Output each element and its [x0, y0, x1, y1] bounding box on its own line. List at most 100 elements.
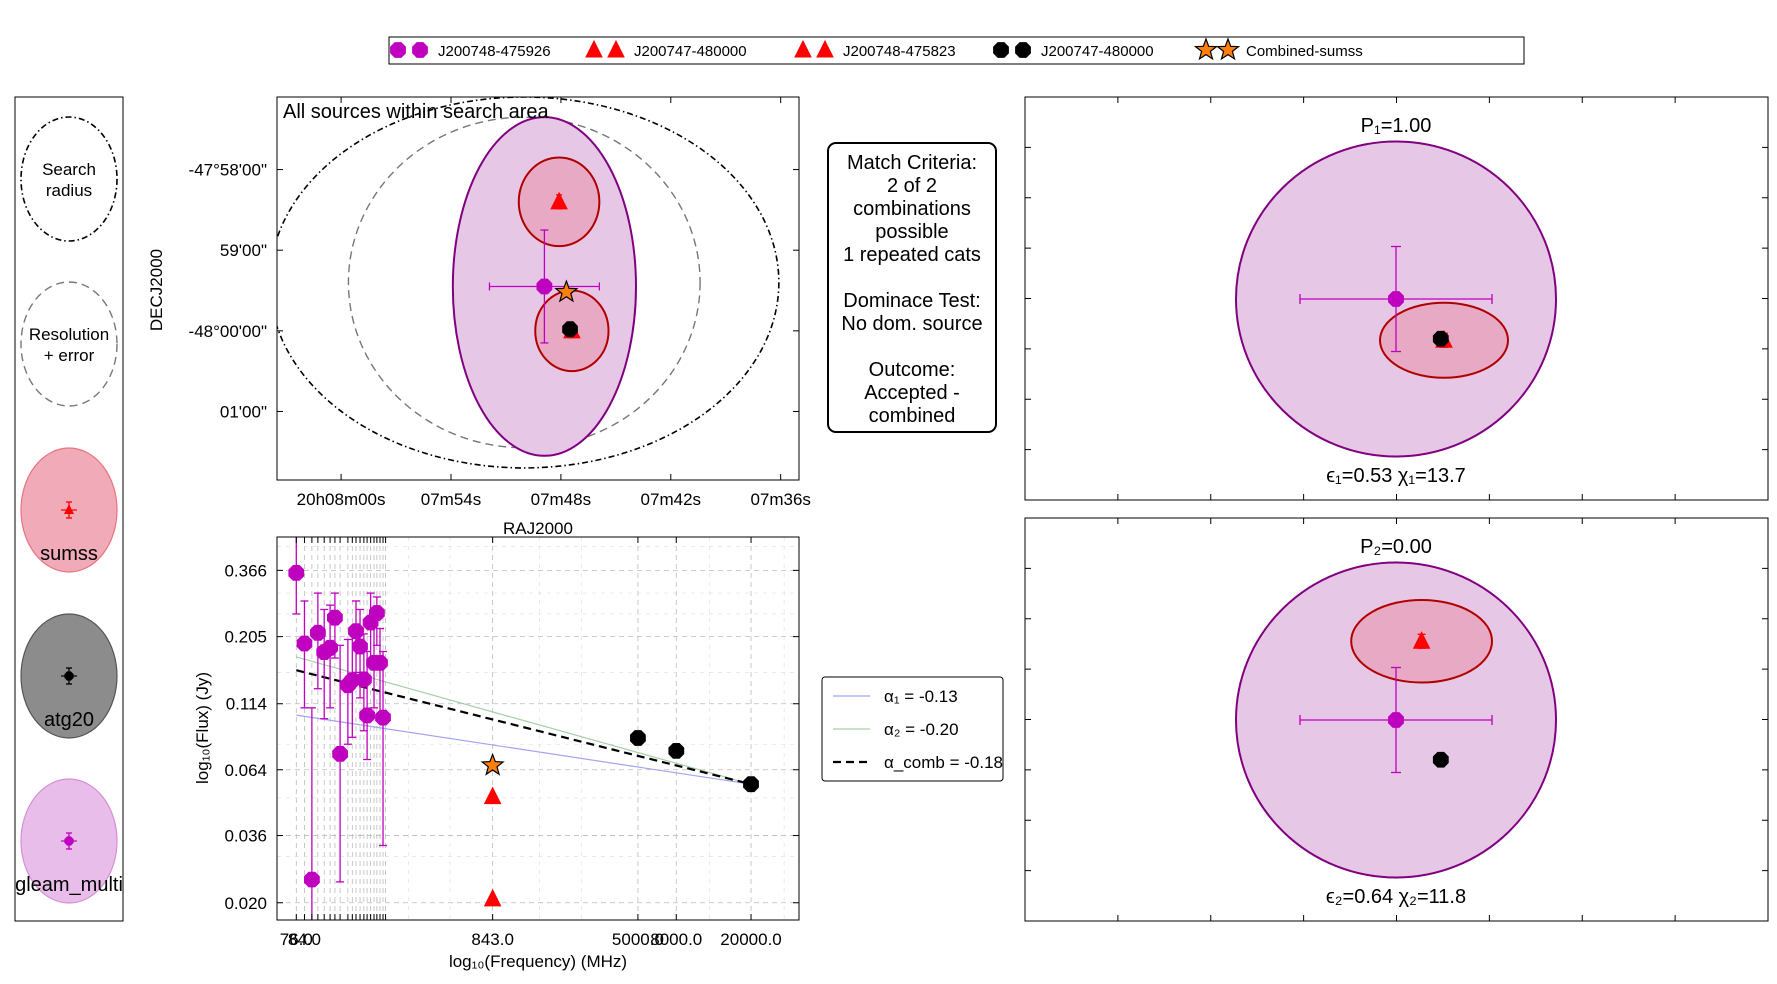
- fit-legend-label: α₁ = -0.13: [884, 687, 958, 706]
- sky-panel: 20h08m00s 07m54s 07m48s 07m42s 07m36s -47°58'…: [147, 96, 811, 538]
- legend-marker-star: [1215, 37, 1241, 61]
- sed-y-tick-label: 0.064: [224, 761, 267, 780]
- match-criteria-line: combinations: [853, 198, 971, 220]
- sky-x-tick-label: 07m42s: [641, 490, 701, 509]
- match-criteria-text: Match Criteria: 2 of 2 combinations possibl…: [841, 152, 982, 427]
- legend-label: J200748-475926: [438, 43, 551, 60]
- sed-x-tick-label: 843.0: [471, 930, 514, 949]
- sed-point-hexagon: [369, 605, 385, 621]
- sed-fit-line: [296, 714, 752, 785]
- combination-panel-2: P₂=0.00 ϵ₂=0.64 χ₂=11.8: [1024, 517, 1769, 922]
- match-criteria-line: Accepted -: [864, 382, 960, 404]
- legend-marker-triangle: [607, 39, 625, 58]
- match-criteria-box: Match Criteria: 2 of 2 combinations possibl…: [827, 142, 997, 433]
- sed-x-tick-label: 76.0: [280, 930, 313, 949]
- sed-xlabel: log₁₀(Frequency) (MHz): [449, 952, 627, 971]
- sed-y-tick-label: 0.114: [226, 695, 267, 714]
- sed-point-hexagon: [332, 746, 348, 762]
- legend-marker-hexagon: [412, 42, 428, 58]
- sed-point-hexagon: [743, 776, 759, 793]
- sky-title: All sources within search area: [283, 101, 550, 123]
- sed-fit-line: [296, 669, 752, 786]
- combination-1-stats: ϵ₁=0.53 χ₁=13.7: [1326, 465, 1466, 487]
- sed-point-hexagon: [668, 743, 685, 759]
- legend-label: J200748-475823: [843, 43, 956, 60]
- match-criteria-line: combined: [869, 405, 956, 427]
- combination-panel-1: P₁=1.00 ϵ₁=0.53 χ₁=13.7: [1024, 96, 1769, 501]
- match-criteria-line: [909, 336, 915, 358]
- sed-point-hexagon: [356, 671, 372, 688]
- legend-marker-hexagon: [1015, 42, 1031, 58]
- legend-marker-triangle: [794, 39, 812, 58]
- sky-y-tick-label: 59'00": [220, 241, 267, 260]
- legend-marker-hexagon: [390, 42, 406, 58]
- key-panel: Search radius Resolution + error sumss atg20 g…: [14, 96, 124, 922]
- key-marker: [64, 836, 74, 846]
- key-marker: [64, 504, 74, 514]
- sed-point-hexagon: [630, 730, 646, 746]
- atg20-marker: [1432, 751, 1449, 768]
- sed-fit-line: [296, 656, 752, 785]
- legend-label: J200747-480000: [634, 43, 747, 60]
- match-criteria-line: [909, 267, 915, 289]
- fit-legend-label: α₂ = -0.20: [884, 720, 959, 739]
- sed-point-triangle: [483, 786, 502, 805]
- atg20-marker: [1432, 330, 1449, 347]
- sky-x-tick-label: 07m36s: [750, 490, 810, 509]
- key-search-radius-ellipse: [20, 116, 118, 242]
- key-marker: [64, 671, 74, 681]
- legend-marker-triangle: [585, 39, 603, 58]
- combination-1-probability: P₁=1.00: [1361, 115, 1432, 137]
- match-criteria-line: Dominace Test:: [843, 290, 980, 312]
- sed-x-tick-label: 84.0: [288, 930, 321, 949]
- key-label: atg20: [44, 709, 94, 731]
- match-criteria-line: No dom. source: [841, 313, 982, 335]
- sed-point-star: [480, 752, 505, 776]
- combination-2-probability: P₂=0.00: [1360, 536, 1432, 558]
- sky-y-tick-label: -48°00'00": [189, 322, 267, 341]
- legend-marker-triangle: [816, 39, 834, 58]
- sky-x-tick-label: 20h08m00s: [297, 490, 386, 509]
- sky-x-tick-label: 07m54s: [421, 490, 481, 509]
- sky-y-tick-label: 01'00": [220, 402, 267, 421]
- legend-label: J200747-480000: [1041, 43, 1154, 60]
- search-radius-ellipse: [277, 97, 780, 469]
- sed-point-hexagon: [304, 871, 320, 888]
- sed-y-tick-label: 0.036: [224, 827, 267, 846]
- sed-point-hexagon: [372, 655, 388, 671]
- key-label: Search: [42, 160, 96, 179]
- sed-point-hexagon: [296, 635, 313, 652]
- gleam-marker: [1388, 712, 1404, 728]
- sed-point-hexagon: [322, 639, 338, 656]
- legend-label: Combined-sumss: [1246, 43, 1363, 60]
- sky-xlabel: RAJ2000: [503, 519, 573, 538]
- combination-2-stats: ϵ₂=0.64 χ₂=11.8: [1326, 886, 1466, 908]
- sed-point-triangle: [483, 888, 502, 907]
- sed-x-tick-label: 20000.0: [720, 930, 781, 949]
- key-label: gleam_multi: [15, 874, 123, 896]
- sed-y-tick-label: 0.020: [224, 894, 267, 913]
- match-criteria-line: Outcome:: [869, 359, 956, 381]
- figure-legend: J200748-475926 J200747-480000 J200748-4758…: [388, 36, 1525, 65]
- sed-ylabel: log₁₀(Flux) (Jy): [193, 672, 212, 784]
- sky-y-tick-label: -47°58'00": [189, 161, 267, 180]
- sed-point-hexagon: [375, 709, 391, 726]
- key-label: + error: [44, 346, 95, 365]
- sky-ylabel: DECJ2000: [147, 249, 166, 331]
- sed-point-hexagon: [359, 707, 375, 724]
- fit-legend: α₁ = -0.13 α₂ = -0.20 α_comb = -0.18: [821, 676, 1004, 782]
- legend-marker-star: [1193, 37, 1219, 61]
- sed-point-hexagon: [348, 623, 364, 640]
- combined-marker: [554, 279, 579, 303]
- sed-point-hexagon: [310, 624, 326, 641]
- gleam-marker: [1388, 291, 1404, 307]
- sumss-marker: [1412, 631, 1431, 649]
- sumss-marker: [550, 191, 568, 210]
- sed-y-tick-label: 0.205: [224, 628, 267, 647]
- legend-marker-hexagon: [993, 42, 1009, 58]
- sed-y-tick-label: 0.366: [224, 561, 267, 580]
- match-criteria-line: 1 repeated cats: [843, 244, 981, 266]
- key-resolution-ellipse: [20, 281, 118, 407]
